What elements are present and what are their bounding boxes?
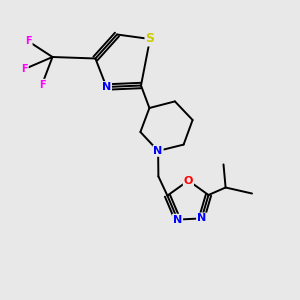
Text: N: N bbox=[154, 146, 163, 156]
Text: O: O bbox=[184, 176, 193, 186]
Text: F: F bbox=[25, 36, 32, 46]
Text: N: N bbox=[197, 213, 206, 224]
Text: F: F bbox=[39, 80, 45, 90]
Text: N: N bbox=[102, 82, 111, 92]
Text: F: F bbox=[21, 64, 28, 74]
Text: N: N bbox=[173, 214, 182, 225]
Text: S: S bbox=[146, 32, 154, 46]
